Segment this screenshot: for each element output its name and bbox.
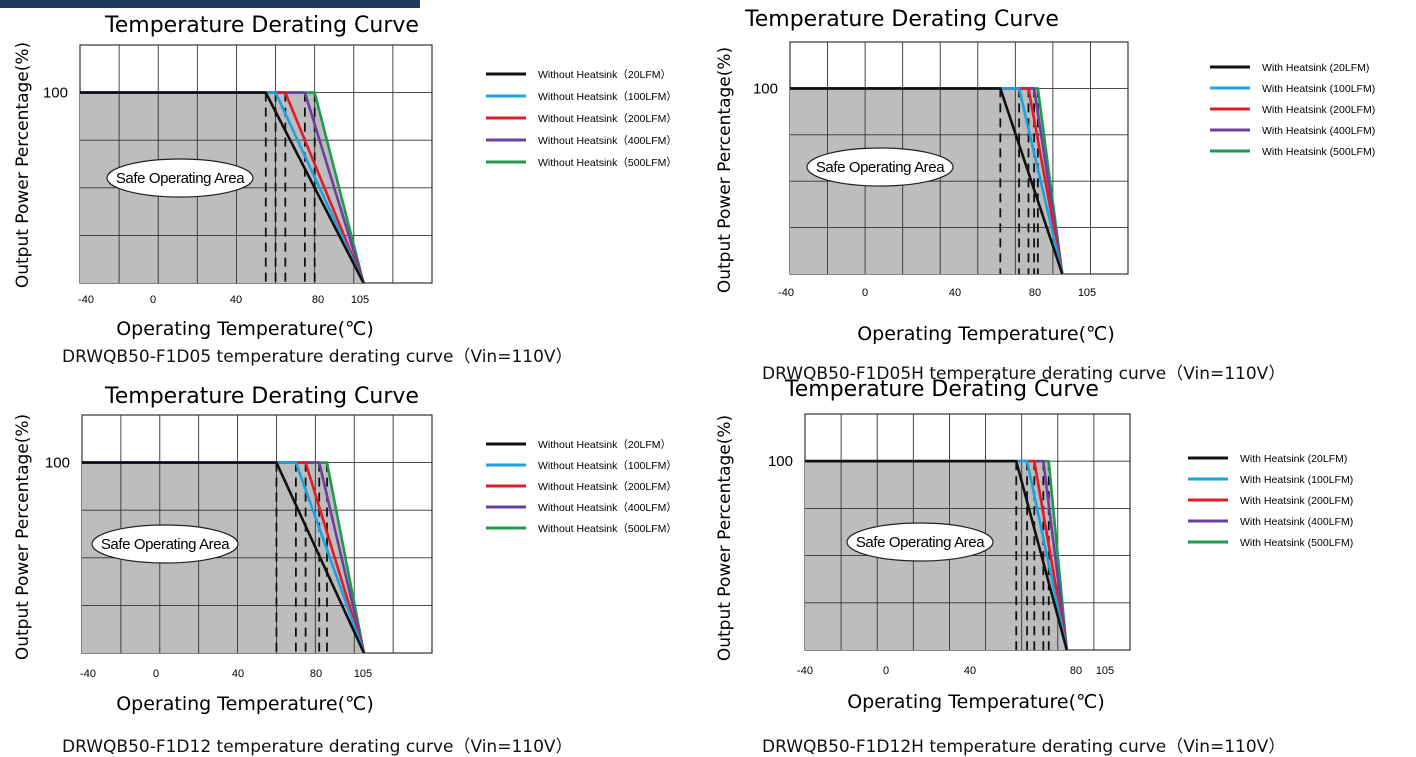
series-line-1 [82,461,366,654]
derating-chart-2: Temperature Derating Curve Safe Operating… [700,0,1416,384]
safe-area-label: Safe Operating Area [806,147,954,187]
legend-label: With Heatsink (400LFM) [1262,125,1375,137]
legend-label: Without Heatsink（20LFM） [538,69,671,81]
safe-area-bubble [106,158,254,198]
legend-label: Without Heatsink（200LFM） [538,481,677,493]
x-tick-label: 40 [964,665,976,677]
legend-label: Without Heatsink（100LFM） [538,91,677,103]
x-axis-label: Operating Temperature(℃) [116,318,374,340]
y-tick-label: 100 [43,85,68,102]
legend-label: With Heatsink (500LFM) [1262,146,1375,158]
derating-chart-3: Temperature Derating Curve Safe Operating… [0,378,700,757]
legend: Without Heatsink（20LFM） Without Heatsink（… [486,439,677,535]
y-axis-label: Output Power Percentage(%) [715,415,735,661]
x-tick-label: 40 [949,287,961,299]
safe-area-label: Safe Operating Area [846,522,994,562]
chart-svg: Temperature Derating Curve Safe Operating… [715,7,1375,345]
legend: Without Heatsink（20LFM） Without Heatsink（… [486,69,677,169]
legend-label: Without Heatsink（400LFM） [538,135,677,147]
legend: With Heatsink (20LFM) With Heatsink (100L… [1188,453,1353,549]
chart-title: Temperature Derating Curve [104,13,419,38]
chart-svg: Temperature Derating Curve Safe Operating… [13,13,677,340]
legend-label: With Heatsink (200LFM) [1262,104,1375,116]
chart-svg: Temperature Derating Curve Safe Operating… [715,377,1353,713]
x-axis-label: Operating Temperature(℃) [857,323,1115,345]
legend-label: Without Heatsink（400LFM） [538,502,677,514]
x-tick-label: 40 [232,668,244,680]
x-tick-label: -40 [797,665,813,677]
safe-area-bubble [806,147,954,187]
safe-area-text: Safe Operating Area [816,159,945,176]
chart-caption: DRWQB50-F1D12H temperature derating curv… [762,737,1286,757]
series-line-1 [790,87,1064,275]
legend: With Heatsink (20LFM) With Heatsink (100L… [1210,62,1375,158]
safe-area-text: Safe Operating Area [101,536,230,553]
legend-label: With Heatsink (20LFM) [1262,62,1369,74]
derating-chart-4: Temperature Derating Curve Safe Operating… [700,377,1416,757]
x-axis-label: Operating Temperature(℃) [116,693,374,715]
legend-label: Without Heatsink（200LFM） [538,113,677,125]
x-tick-label: 105 [354,668,372,680]
derating-chart-1: Temperature Derating Curve Safe Operating… [0,0,700,367]
safe-area-bubble [846,522,994,562]
chart-caption: DRWQB50-F1D05 temperature derating curve… [62,347,573,367]
x-tick-label: 0 [862,287,868,299]
y-tick-label: 100 [45,455,70,472]
x-axis-label: Operating Temperature(℃) [847,691,1105,713]
chart-svg: Temperature Derating Curve Safe Operating… [13,384,677,715]
x-tick-label: 80 [1070,665,1082,677]
legend-label: With Heatsink (200LFM) [1240,495,1353,507]
y-axis-label: Output Power Percentage(%) [715,47,735,293]
chart-title: Temperature Derating Curve [104,384,419,409]
y-tick-label: 100 [753,80,778,97]
series-line-1 [80,91,365,284]
y-axis-label: Output Power Percentage(%) [13,414,33,660]
x-tick-label: 105 [351,294,369,306]
chart-title: Temperature Derating Curve [784,377,1099,402]
legend-label: With Heatsink (500LFM) [1240,537,1353,549]
x-tick-label: 105 [1096,665,1114,677]
legend-label: Without Heatsink（100LFM） [538,460,677,472]
x-tick-label: 0 [150,294,156,306]
x-tick-label: 0 [883,665,889,677]
x-tick-label: 80 [1029,287,1041,299]
safe-area-text: Safe Operating Area [116,170,245,187]
chart-title: Temperature Derating Curve [744,7,1059,32]
x-tick-label: 80 [310,668,322,680]
x-tick-label: -40 [80,668,96,680]
x-tick-label: -40 [78,294,94,306]
legend-label: Without Heatsink（20LFM） [538,439,671,451]
series-line-1 [805,459,1069,651]
header-accent-bar [0,0,420,8]
safe-area-label: Safe Operating Area [91,524,239,564]
x-tick-label: -40 [778,287,794,299]
legend-label: With Heatsink (100LFM) [1240,474,1353,486]
x-tick-label: 0 [153,668,159,680]
legend-label: With Heatsink (100LFM) [1262,83,1375,95]
legend-label: Without Heatsink（500LFM） [538,157,677,169]
y-axis-label: Output Power Percentage(%) [13,42,33,288]
y-tick-label: 100 [768,453,793,470]
chart-caption: DRWQB50-F1D05H temperature derating curv… [762,364,1286,384]
x-tick-label: 80 [312,294,324,306]
legend-label: Without Heatsink（500LFM） [538,523,677,535]
safe-area-text: Safe Operating Area [856,534,985,551]
chart-caption: DRWQB50-F1D12 temperature derating curve… [62,737,573,757]
safe-area-bubble [91,524,239,564]
legend-label: With Heatsink (400LFM) [1240,516,1353,528]
legend-label: With Heatsink (20LFM) [1240,453,1347,465]
x-tick-label: 105 [1078,287,1096,299]
x-tick-label: 40 [230,294,242,306]
safe-area-label: Safe Operating Area [106,158,254,198]
